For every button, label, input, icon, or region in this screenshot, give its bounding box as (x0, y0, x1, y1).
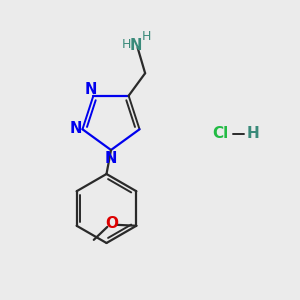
Text: N: N (105, 151, 117, 166)
Text: H: H (247, 126, 259, 141)
Text: O: O (105, 216, 118, 231)
Text: N: N (70, 121, 82, 136)
Text: N: N (84, 82, 97, 97)
Text: N: N (130, 38, 142, 53)
Text: H: H (141, 30, 151, 43)
Text: H: H (122, 38, 131, 51)
Text: Cl: Cl (212, 126, 229, 141)
